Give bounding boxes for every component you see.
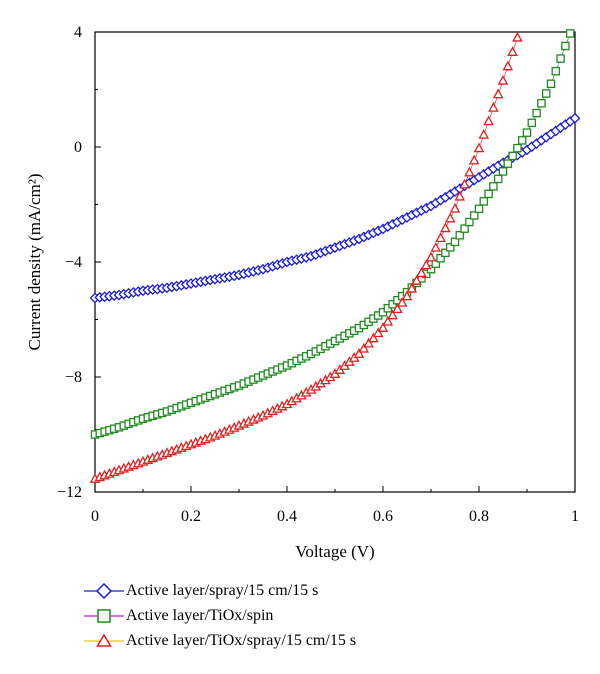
triangle-data-point: [411, 275, 422, 285]
triangle-data-point: [430, 241, 442, 252]
square-data-point: [479, 197, 489, 206]
square-data-point: [460, 224, 469, 233]
legend-label: Active layer/TiOx/spray/15 cm/15 s: [126, 631, 357, 649]
series-1: [89, 112, 581, 304]
triangle-data-point: [382, 315, 394, 326]
square-data-point: [551, 66, 561, 76]
triangle-data-point: [401, 290, 413, 301]
square-data-point: [546, 79, 556, 89]
x-tick-label: 0.6: [373, 508, 393, 525]
series-2: [90, 29, 575, 439]
square-data-point: [474, 204, 484, 214]
square-data-point: [498, 167, 508, 176]
legend-label: Active layer/TiOx/spin: [126, 606, 274, 624]
triangle-data-point: [377, 322, 389, 332]
y-tick-label: −4: [65, 254, 82, 271]
triangle-data-point: [492, 88, 504, 99]
triangle-data-point: [372, 327, 384, 338]
legend: Active layer/spray/15 cm/15 s Active lay…: [84, 578, 356, 653]
square-data-point: [513, 143, 522, 153]
triangle-data-point: [468, 154, 480, 165]
triangle-data-point: [368, 332, 379, 343]
square-data-point: [503, 159, 513, 168]
square-data-point: [450, 237, 460, 247]
y-tick-label: 0: [74, 139, 82, 156]
triangle-data-point: [406, 282, 418, 293]
square-data-point: [441, 248, 450, 258]
triangle-data-point: [478, 128, 490, 139]
x-tick-label: 1: [571, 508, 579, 525]
square-data-point: [484, 189, 493, 199]
square-data-point: [527, 118, 537, 128]
x-axis-label: Voltage (V): [295, 542, 374, 561]
square-data-point: [469, 211, 479, 220]
legend-label: Active layer/spray/15 cm/15 s: [126, 581, 319, 599]
square-data-point: [556, 54, 565, 63]
triangle-data-point: [416, 267, 427, 278]
diamond-data-point: [569, 112, 581, 124]
square-data-point: [541, 89, 551, 98]
diamond-marker-icon: [84, 582, 124, 599]
legend-item-tiox-spin: Active layer/TiOx/spin: [84, 603, 356, 628]
square-data-point: [489, 182, 498, 191]
plot-area: [94, 31, 576, 493]
triangle-data-point: [483, 115, 494, 126]
triangle-data-point: [464, 166, 475, 177]
triangle-data-point: [459, 178, 470, 189]
y-axis-label: Current density (mA/cm²): [25, 174, 44, 351]
square-data-point: [517, 136, 527, 145]
y-tick-label: −8: [65, 369, 82, 386]
triangle-data-point: [392, 303, 403, 314]
triangle-data-point: [473, 142, 485, 153]
series-3: [89, 31, 523, 483]
square-data-point: [532, 108, 541, 118]
x-tick-label: 0: [91, 508, 99, 525]
legend-item-spray: Active layer/spray/15 cm/15 s: [84, 578, 356, 603]
triangle-data-point: [420, 259, 432, 270]
square-data-point: [455, 231, 465, 240]
square-marker-icon: [84, 608, 124, 623]
legend-item-tiox-spray: Active layer/TiOx/spray/15 cm/15 s: [84, 628, 356, 653]
x-tick-label: 0.4: [277, 508, 297, 525]
y-tick-label: 4: [74, 24, 82, 41]
series-line: [94, 117, 576, 299]
triangle-data-point: [497, 74, 509, 85]
triangle-data-point: [435, 232, 446, 242]
triangle-data-point: [454, 190, 466, 201]
series-group: [89, 29, 581, 483]
triangle-data-point: [488, 101, 499, 112]
square-data-point: [508, 151, 517, 161]
square-data-point: [431, 259, 441, 268]
triangle-data-point: [444, 212, 456, 223]
triangle-data-point: [502, 60, 514, 71]
triangle-data-point: [512, 31, 523, 42]
square-data-point: [565, 29, 575, 38]
square-data-point: [493, 174, 503, 184]
y-tick-label: −12: [57, 484, 82, 501]
x-tick-label: 0.8: [469, 508, 489, 525]
square-data-point: [445, 243, 455, 252]
x-tick-label: 0.2: [181, 508, 201, 525]
square-data-point: [436, 254, 445, 263]
axis-ticks: 0 0.2 0.4 0.6 0.8 1 4 0 −4 −8 −12: [57, 24, 579, 525]
triangle-data-point: [449, 202, 461, 213]
square-data-point: [522, 128, 532, 137]
triangle-data-point: [396, 296, 408, 307]
triangle-marker-icon: [84, 633, 124, 647]
square-data-point: [537, 99, 546, 108]
triangle-data-point: [440, 222, 451, 233]
triangle-data-point: [507, 46, 518, 56]
triangle-data-point: [353, 348, 365, 358]
square-data-point: [465, 217, 474, 227]
triangle-data-point: [358, 342, 370, 353]
triangle-data-point: [363, 337, 374, 348]
square-data-point: [561, 41, 570, 51]
triangle-data-point: [425, 251, 437, 262]
triangle-data-point: [387, 309, 398, 320]
